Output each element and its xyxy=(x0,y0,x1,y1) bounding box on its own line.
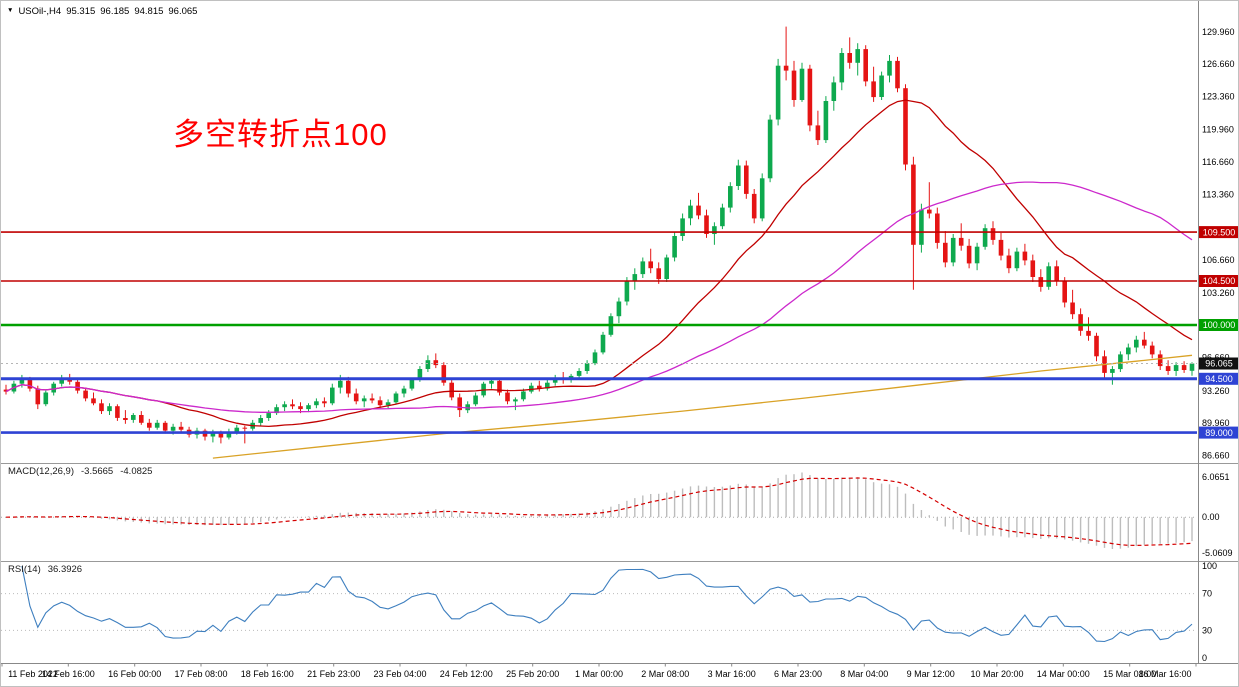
time-label: 14 Mar 00:00 xyxy=(1037,669,1090,679)
price-badge-label: 89.000 xyxy=(1205,428,1233,438)
time-label: 3 Mar 16:00 xyxy=(708,669,756,679)
price-tick-label: 126.660 xyxy=(1202,59,1235,69)
rsi-line xyxy=(21,565,1193,643)
time-label: 11 Feb 2022 xyxy=(8,669,58,679)
symbol-timeframe-label: USOil-,H4 xyxy=(18,6,62,17)
rsi-value: 36.3926 xyxy=(47,564,83,575)
fast-ma-line xyxy=(5,99,1193,428)
time-label: 23 Feb 04:00 xyxy=(373,669,426,679)
rsi-tick-label: 100 xyxy=(1202,561,1217,571)
macd-name: MACD(12,26,9) xyxy=(8,466,74,477)
time-label: 2 Mar 08:00 xyxy=(641,669,689,679)
price-badge xyxy=(1199,357,1238,370)
macd-main-value: -3.5665 xyxy=(81,466,114,477)
ohlc-low-value: 94.815 xyxy=(134,6,164,17)
price-badge-label: 100.000 xyxy=(1203,320,1236,330)
price-axis-layer: 129.960 126.660 123.360 119.960 116.660 113.3… xyxy=(1199,27,1238,461)
price-tick-label: 93.260 xyxy=(1202,386,1230,396)
price-badge-label: 109.500 xyxy=(1203,227,1236,237)
price-badge xyxy=(1199,372,1238,385)
price-badge xyxy=(1199,275,1238,287)
macd-tick-label: -5.0609 xyxy=(1202,548,1233,558)
price-badge xyxy=(1199,319,1238,331)
moving-averages-layer xyxy=(5,99,1193,459)
time-label: 14 Feb 16:00 xyxy=(42,669,95,679)
price-tick-label: 86.660 xyxy=(1202,451,1230,461)
price-tick-label: 89.960 xyxy=(1202,418,1230,428)
slow-ma-line xyxy=(212,354,1193,459)
macd-layer: 6.0651 0.00 -5.0609 xyxy=(1,472,1233,558)
macd-signal-line xyxy=(5,477,1193,547)
price-tick-label: 103.260 xyxy=(1202,288,1235,298)
mid-ma-line xyxy=(5,181,1193,413)
macd-tick-label: 6.0651 xyxy=(1202,472,1230,482)
price-tick-label: 123.360 xyxy=(1202,92,1235,102)
symbol-dropdown-icon[interactable]: ▼ xyxy=(7,7,14,15)
time-label: 1 Mar 00:00 xyxy=(575,669,623,679)
time-label: 8 Mar 04:00 xyxy=(840,669,888,679)
price-badge-label: 96.065 xyxy=(1205,359,1233,369)
time-label: 6 Mar 23:00 xyxy=(774,669,822,679)
ohlc-close-value: 96.065 xyxy=(168,6,198,17)
rsi-tick-label: 30 xyxy=(1202,625,1212,635)
rsi-layer: 100 70 30 0 xyxy=(1,561,1217,663)
time-label: 9 Mar 12:00 xyxy=(907,669,955,679)
rsi-name: RSI(14) xyxy=(8,564,41,575)
time-label: 16 Feb 00:00 xyxy=(108,669,161,679)
price-tick-label: 119.960 xyxy=(1202,125,1234,135)
symbol-ohlc-line: ▼ USOil-,H4 95.315 96.185 94.815 96.065 xyxy=(7,6,197,17)
rsi-label: RSI(14) 36.3926 xyxy=(8,564,82,575)
price-badge xyxy=(1199,426,1238,439)
rsi-tick-label: 0 xyxy=(1202,653,1207,663)
time-label: 21 Feb 23:00 xyxy=(307,669,360,679)
price-badge-label: 94.500 xyxy=(1205,374,1233,384)
time-label: 18 Feb 16:00 xyxy=(241,669,294,679)
frame-layer xyxy=(1,1,1238,664)
price-tick-label: 106.660 xyxy=(1202,255,1235,265)
time-label: 15 Mar 08:00 xyxy=(1103,669,1156,679)
candles-layer xyxy=(3,26,1195,444)
horizontal-lines-layer xyxy=(1,231,1197,434)
annotation-text: 多空转折点100 xyxy=(173,117,388,152)
price-tick-label: 113.360 xyxy=(1202,189,1234,199)
time-label: 24 Feb 12:00 xyxy=(440,669,493,679)
price-tick-label: 129.960 xyxy=(1202,27,1235,37)
ohlc-high-value: 96.185 xyxy=(100,6,130,17)
rsi-tick-label: 70 xyxy=(1202,589,1212,599)
macd-tick-label: 0.00 xyxy=(1202,512,1220,522)
price-tick-label: 116.660 xyxy=(1202,157,1234,167)
price-badge xyxy=(1199,226,1238,239)
time-label: 17 Feb 08:00 xyxy=(174,669,227,679)
time-label: 25 Feb 20:00 xyxy=(506,669,559,679)
time-label: 10 Mar 20:00 xyxy=(970,669,1023,679)
ohlc-open-value: 95.315 xyxy=(66,6,96,17)
price-badge-label: 104.500 xyxy=(1203,276,1236,286)
macd-signal-value: -4.0825 xyxy=(120,466,153,477)
time-label: 16 Mar 16:00 xyxy=(1138,669,1191,679)
macd-label: MACD(12,26,9) -3.5665 -4.0825 xyxy=(8,466,152,477)
